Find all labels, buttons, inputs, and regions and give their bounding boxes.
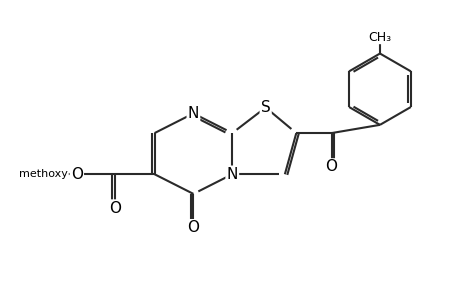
Text: CH₃: CH₃ xyxy=(368,31,391,44)
Text: O: O xyxy=(108,201,121,216)
Text: N: N xyxy=(187,106,199,121)
Text: O: O xyxy=(71,167,83,182)
Text: S: S xyxy=(260,100,270,115)
Text: N: N xyxy=(226,167,237,182)
Text: O: O xyxy=(325,159,337,174)
Text: O: O xyxy=(187,220,199,235)
Text: methoxy: methoxy xyxy=(19,169,68,179)
